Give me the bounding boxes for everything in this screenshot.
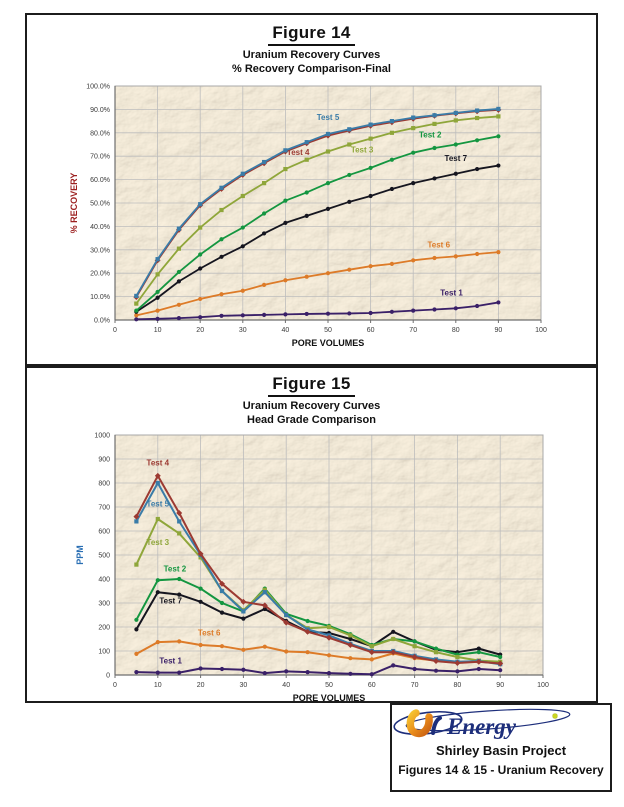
svg-text:400: 400: [98, 576, 110, 583]
svg-text:70.0%: 70.0%: [90, 153, 110, 160]
svg-text:50: 50: [325, 682, 333, 689]
svg-text:80: 80: [454, 682, 462, 689]
figure14-subtitle-1: Uranium Recovery Curves: [242, 49, 381, 62]
svg-text:0: 0: [106, 672, 110, 679]
svg-text:60: 60: [368, 682, 376, 689]
figure15-subtitle-1: Uranium Recovery Curves: [242, 400, 381, 413]
svg-text:800: 800: [98, 480, 110, 487]
svg-text:40: 40: [282, 682, 290, 689]
svg-text:70: 70: [411, 682, 419, 689]
svg-text:Test 7: Test 7: [159, 596, 182, 605]
figure15-chart-area: 0 10 20 30 40 50 60 70 80 90 100 0 100 200 300 400 500 60…: [27, 428, 600, 704]
svg-text:Test 4: Test 4: [287, 148, 310, 157]
svg-text:PORE VOLUMES: PORE VOLUMES: [293, 693, 366, 703]
svg-text:10: 10: [154, 327, 162, 334]
svg-text:PPM: PPM: [75, 545, 85, 565]
svg-text:50.0%: 50.0%: [90, 200, 110, 207]
svg-text:30.0%: 30.0%: [90, 247, 110, 254]
figure15-panel: Figure 15 Uranium Recovery Curves Head G…: [25, 366, 598, 703]
svg-text:80.0%: 80.0%: [90, 130, 110, 137]
svg-text:1000: 1000: [94, 432, 110, 439]
svg-text:100.0%: 100.0%: [86, 83, 110, 90]
svg-text:10.0%: 10.0%: [90, 294, 110, 301]
figure14-subtitle-2: % Recovery Comparison-Final: [232, 63, 391, 75]
figure15-chart: 0 10 20 30 40 50 60 70 80 90 100010020030040050060…: [75, 432, 549, 703]
svg-text:30: 30: [240, 682, 248, 689]
svg-text:Test 1: Test 1: [159, 656, 182, 665]
svg-text:Test 1: Test 1: [440, 288, 463, 297]
ur-energy-logo: Energy: [393, 708, 571, 739]
svg-text:Test 6: Test 6: [198, 628, 221, 637]
svg-text:20: 20: [196, 327, 204, 334]
svg-text:0: 0: [113, 327, 117, 334]
svg-text:200: 200: [98, 624, 110, 631]
svg-text:700: 700: [98, 504, 110, 511]
svg-text:Test 6: Test 6: [427, 240, 450, 249]
svg-text:90.0%: 90.0%: [90, 107, 110, 114]
figure14-chart: 0 10 20 30 40 50 60 70 80 90 100 0.0% 10.0% 20.0% 30.0…: [69, 83, 547, 348]
project-title: Shirley Basin Project: [435, 743, 567, 758]
figure14-title: Figure 14: [268, 22, 355, 47]
svg-text:50: 50: [324, 327, 332, 334]
figure15-subtitle-2: Head Grade Comparison: [247, 414, 376, 426]
svg-text:Test 2: Test 2: [164, 564, 187, 573]
svg-text:100: 100: [98, 648, 110, 655]
svg-text:600: 600: [98, 528, 110, 535]
ur-energy-swoosh-icon: [393, 708, 571, 738]
svg-text:80: 80: [452, 327, 460, 334]
svg-text:10: 10: [154, 682, 162, 689]
figure14-title-block: Figure 14 Uranium Recovery Curves % Reco…: [27, 15, 596, 77]
svg-text:90: 90: [495, 327, 503, 334]
figure15-title-block: Figure 15 Uranium Recovery Curves Head G…: [27, 368, 596, 428]
svg-text:60: 60: [367, 327, 375, 334]
svg-text:Test 5: Test 5: [147, 499, 170, 508]
svg-text:900: 900: [98, 456, 110, 463]
svg-text:% RECOVERY: % RECOVERY: [69, 172, 79, 233]
svg-text:Test 2: Test 2: [419, 130, 442, 139]
svg-text:0.0%: 0.0%: [94, 317, 110, 324]
svg-text:40.0%: 40.0%: [90, 224, 110, 231]
figure15-title: Figure 15: [268, 373, 355, 398]
svg-text:Test 4: Test 4: [147, 458, 170, 467]
ur-energy-wordmark: Energy: [446, 714, 517, 739]
svg-text:500: 500: [98, 552, 110, 559]
svg-text:0: 0: [113, 682, 117, 689]
svg-text:Test 7: Test 7: [445, 154, 468, 163]
svg-text:20: 20: [197, 682, 205, 689]
svg-text:Test 3: Test 3: [351, 145, 374, 154]
svg-text:300: 300: [98, 600, 110, 607]
svg-text:Test 3: Test 3: [147, 538, 170, 547]
svg-text:Test 5: Test 5: [317, 113, 340, 122]
title-block-box: Energy Shirley Basin Project Figures 14 …: [390, 703, 612, 792]
svg-text:20.0%: 20.0%: [90, 270, 110, 277]
svg-text:70: 70: [409, 327, 417, 334]
svg-text:60.0%: 60.0%: [90, 177, 110, 184]
figures-caption: Figures 14 & 15 - Uranium Recovery: [398, 763, 604, 777]
svg-text:PORE VOLUMES: PORE VOLUMES: [292, 338, 365, 348]
svg-text:40: 40: [282, 327, 290, 334]
figure14-chart-area: 0 10 20 30 40 50 60 70 80 90 100 0.0% 10.0% 20.0% 30.0…: [27, 77, 600, 361]
svg-text:30: 30: [239, 327, 247, 334]
svg-text:90: 90: [496, 682, 504, 689]
svg-text:100: 100: [537, 682, 549, 689]
figure14-panel: Figure 14 Uranium Recovery Curves % Reco…: [25, 13, 598, 366]
svg-text:100: 100: [535, 327, 547, 334]
